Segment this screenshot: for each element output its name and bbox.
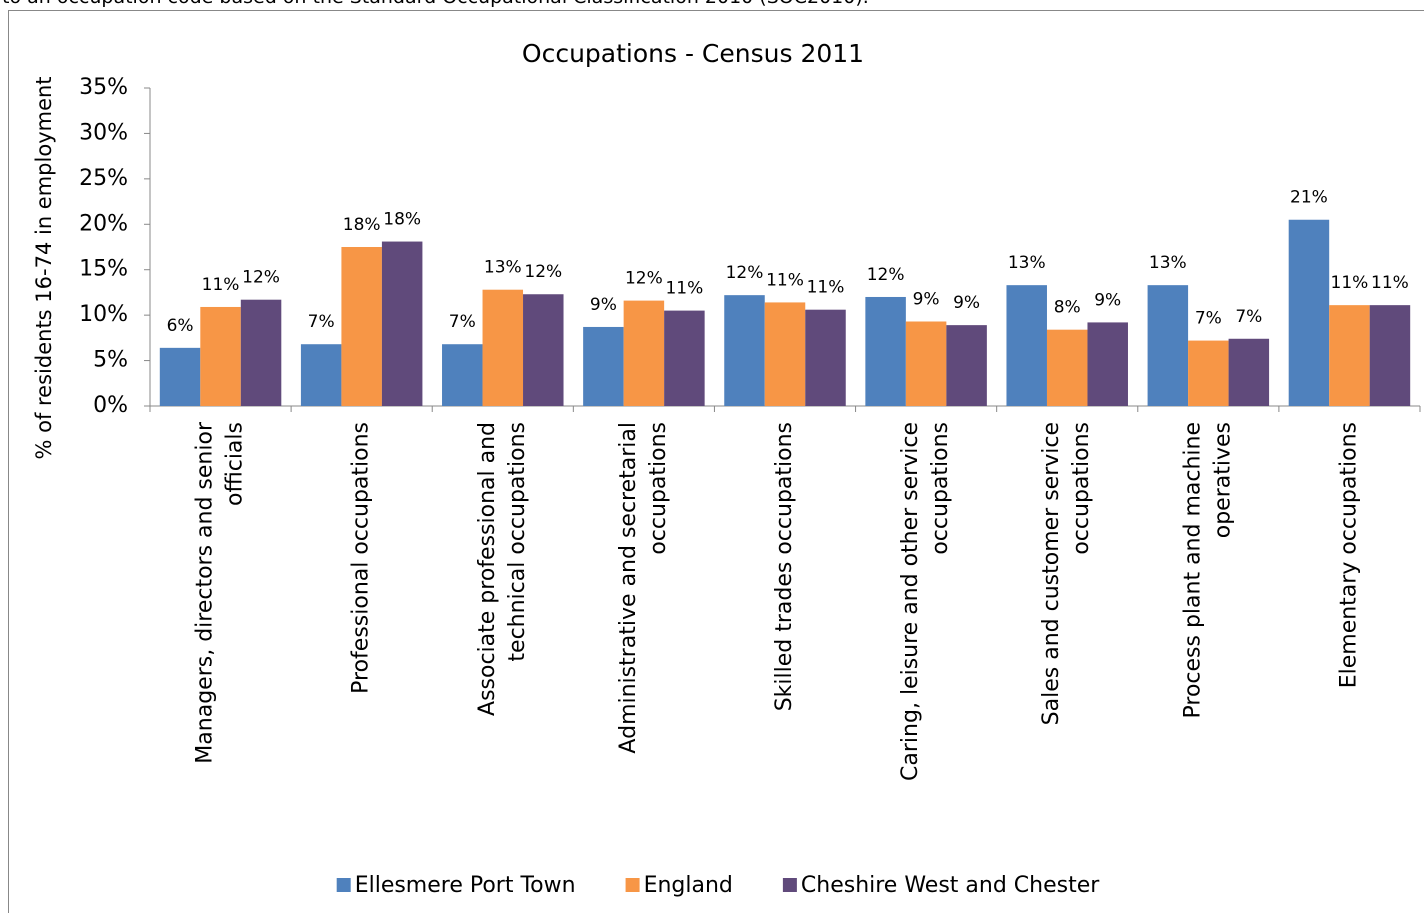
data-label: 12% (242, 268, 280, 288)
bar (200, 306, 241, 406)
x-tick-label: Administrative and secretarial occupation… (616, 422, 671, 754)
x-tick-label: Process plant and machine operatives (1180, 422, 1235, 719)
bar (1228, 338, 1270, 406)
data-label: 18% (343, 215, 381, 235)
bar (905, 321, 947, 406)
y-tick-label: 10% (79, 302, 128, 327)
bar (159, 347, 201, 406)
bar (946, 325, 987, 406)
y-tick-label: 35% (79, 75, 128, 100)
y-tick-label: 0% (93, 393, 128, 418)
data-label: 11% (1331, 273, 1369, 293)
data-label: 11% (202, 275, 240, 295)
x-tick-label: Managers, directors and senior officials (193, 421, 248, 764)
bar (805, 309, 846, 406)
x-tick-label: Caring, leisure and other service occupat… (898, 422, 953, 781)
data-label: 12% (524, 262, 562, 282)
data-label: 12% (867, 265, 905, 285)
data-label: 13% (484, 258, 522, 278)
chart-frame (8, 10, 1424, 913)
y-tick-label: 5% (93, 348, 128, 373)
bar (1147, 285, 1189, 406)
data-label: 13% (1149, 253, 1187, 273)
bar (865, 296, 906, 406)
x-tick-label: Elementary occupations (1336, 422, 1361, 688)
data-label: 6% (167, 316, 194, 336)
legend-label: Ellesmere Port Town (355, 873, 576, 898)
data-label: 9% (590, 295, 617, 315)
bar (664, 310, 705, 406)
bar (1288, 219, 1330, 406)
bar (442, 344, 483, 406)
data-label: 11% (807, 278, 845, 298)
data-label: 13% (1008, 253, 1046, 273)
bar (583, 326, 624, 406)
data-label: 9% (1094, 290, 1121, 310)
bar (724, 295, 765, 406)
data-label: 12% (625, 269, 663, 289)
bar (482, 289, 524, 406)
bar (1369, 305, 1411, 406)
x-tick-label: Skilled trades occupations (772, 422, 797, 711)
bar (240, 299, 282, 406)
bar (1329, 305, 1370, 406)
data-label: 12% (726, 263, 764, 283)
data-label: 11% (665, 279, 703, 299)
chart-title: Occupations - Census 2011 (522, 39, 864, 68)
intro-text: to an occupation code based on the Stand… (2, 0, 869, 8)
legend-swatch (336, 878, 351, 892)
data-label: 11% (1371, 273, 1409, 293)
data-label: 7% (1235, 307, 1262, 327)
legend-label: England (644, 873, 733, 898)
legend-swatch (782, 878, 797, 892)
bar (764, 302, 806, 406)
y-tick-label: 15% (79, 257, 128, 282)
x-tick-label: Sales and customer service occupations (1039, 422, 1094, 725)
y-tick-label: 20% (79, 211, 128, 236)
bar (300, 344, 342, 406)
bar (381, 241, 423, 406)
data-label: 7% (449, 312, 476, 332)
data-label: 8% (1054, 298, 1081, 318)
legend-label: Cheshire West and Chester (801, 873, 1100, 898)
y-tick-label: 25% (79, 166, 128, 191)
bar (1006, 285, 1047, 406)
data-label: 7% (308, 312, 335, 332)
data-label: 9% (953, 293, 980, 313)
bar (523, 294, 564, 406)
data-label: 11% (766, 270, 804, 290)
bar (623, 300, 665, 406)
y-axis-label: % of residents 16-74 in employment (32, 76, 56, 459)
data-label: 7% (1195, 309, 1222, 329)
data-label: 18% (383, 210, 421, 230)
bar (1046, 329, 1088, 406)
y-tick-label: 30% (79, 120, 128, 145)
bar (1087, 322, 1128, 406)
x-tick-label: Associate professional and technical occu… (475, 422, 530, 716)
bar (1188, 340, 1229, 406)
bar (341, 247, 382, 406)
legend-swatch (625, 878, 640, 892)
x-tick-label: Professional occupations (349, 422, 374, 694)
data-label: 21% (1290, 188, 1328, 208)
data-label: 9% (913, 290, 940, 310)
